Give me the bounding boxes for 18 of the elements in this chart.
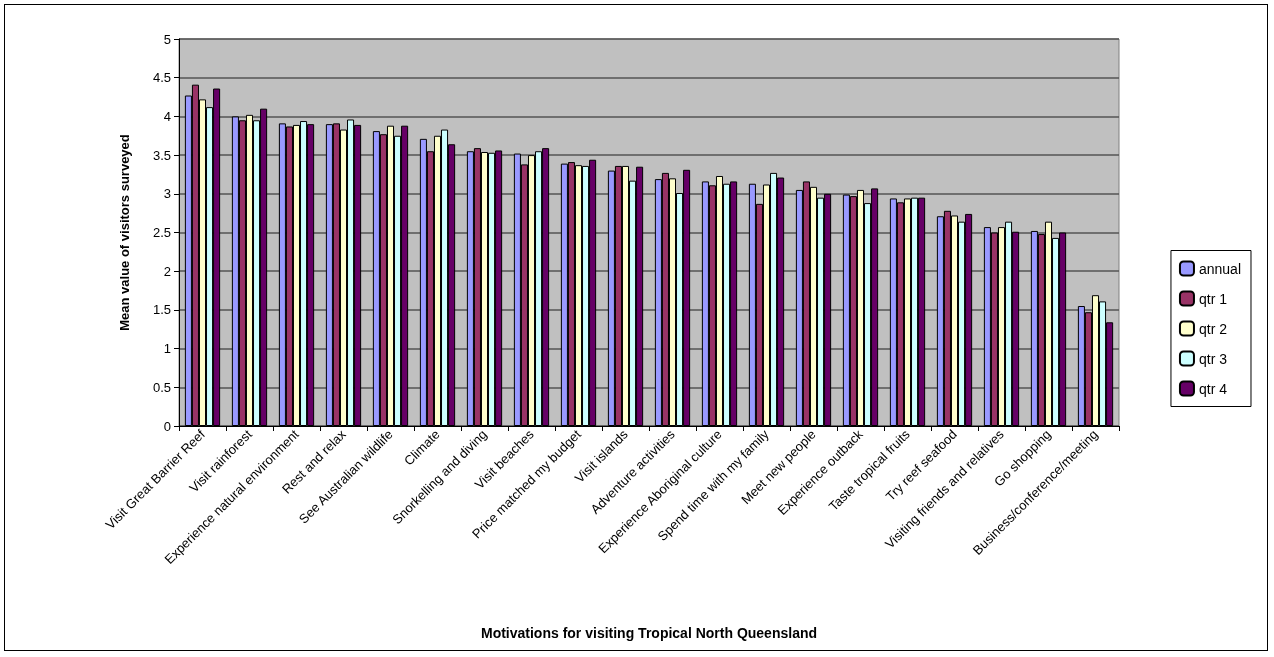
y-tick-label: 2 xyxy=(163,263,171,279)
y-tick-label: 0.5 xyxy=(152,379,171,395)
legend-label: qtr 3 xyxy=(1198,350,1228,367)
legend-label: qtr 4 xyxy=(1198,380,1228,397)
y-tick-label: 5 xyxy=(163,31,171,47)
legend-label: qtr 2 xyxy=(1198,320,1228,337)
y-tick-label: 1 xyxy=(163,341,171,357)
y-tick-label: 1.5 xyxy=(152,302,171,318)
legend-label: annual xyxy=(1198,260,1242,277)
legend-label: qtr 1 xyxy=(1198,290,1228,307)
y-tick-label: 0 xyxy=(163,418,171,434)
x-axis-title: Motivations for visiting Tropical North Queensland xyxy=(480,625,818,641)
y-tick-label: 4.5 xyxy=(152,70,171,86)
y-tick-label: 3.5 xyxy=(152,147,171,163)
y-tick-label: 4 xyxy=(163,108,171,124)
y-tick-label: 2.5 xyxy=(152,225,171,240)
y-tick-label: 3 xyxy=(163,186,171,202)
y-axis-title: Mean value of visitors surveyed xyxy=(117,134,132,331)
